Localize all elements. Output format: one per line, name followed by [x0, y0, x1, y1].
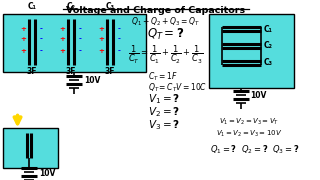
Text: 3F: 3F	[66, 67, 76, 76]
Text: +: +	[99, 48, 104, 54]
Bar	[3, 14, 146, 72]
Text: $\dfrac{1}{C_T} = \dfrac{1}{C_1} + \dfrac{1}{C_2} + \dfrac{1}{C_3}$: $\dfrac{1}{C_T} = \dfrac{1}{C_1} + \dfra…	[128, 44, 203, 66]
Text: $V_2 = \mathbf{?}$: $V_2 = \mathbf{?}$	[148, 105, 180, 119]
Text: +: +	[20, 48, 26, 54]
Text: -: -	[78, 36, 81, 42]
Text: $Q_1{=}\mathbf{?}\ \ Q_2{=}\mathbf{?}\ \ Q_3{=}\mathbf{?}$: $Q_1{=}\mathbf{?}\ \ Q_2{=}\mathbf{?}\ \…	[210, 143, 299, 156]
Text: $V_1 = V_2 = V_3 = 10V$: $V_1 = V_2 = V_3 = 10V$	[216, 128, 283, 139]
Text: 3F: 3F	[105, 67, 116, 76]
Text: +: +	[60, 48, 65, 54]
Text: -: -	[117, 36, 120, 42]
Text: 10V: 10V	[39, 168, 55, 177]
Text: 10V: 10V	[251, 91, 267, 100]
Text: C₁: C₁	[28, 2, 37, 11]
Bar	[209, 14, 294, 88]
Text: 3F: 3F	[27, 67, 37, 76]
Text: $V_1 = \mathbf{?}$: $V_1 = \mathbf{?}$	[148, 93, 180, 106]
Text: +: +	[99, 36, 104, 42]
Text: Voltage and Charge of Capacitors: Voltage and Charge of Capacitors	[67, 6, 245, 15]
Text: -: -	[39, 36, 42, 42]
Text: -: -	[39, 48, 42, 54]
Text: C₂: C₂	[263, 41, 272, 50]
Text: +: +	[20, 26, 26, 32]
Text: $V_3 = \mathbf{?}$: $V_3 = \mathbf{?}$	[148, 118, 180, 132]
Text: +: +	[99, 26, 104, 32]
Text: C₂: C₂	[67, 2, 76, 11]
Text: $V_1 = V_2 = V_3 = V_T$: $V_1 = V_2 = V_3 = V_T$	[220, 116, 280, 127]
Text: +: +	[60, 26, 65, 32]
Text: -: -	[117, 26, 120, 32]
Text: 10V: 10V	[84, 76, 100, 85]
Text: +: +	[20, 36, 26, 42]
Text: -: -	[117, 48, 120, 54]
Text: C₃: C₃	[106, 2, 115, 11]
Text: $C_T = 1F$: $C_T = 1F$	[148, 71, 178, 83]
Text: $Q_T = \mathbf{?}$: $Q_T = \mathbf{?}$	[147, 27, 184, 42]
Text: C₁: C₁	[263, 25, 272, 34]
Text: -: -	[78, 26, 81, 32]
Text: -: -	[78, 48, 81, 54]
Text: +: +	[60, 36, 65, 42]
Text: -: -	[39, 26, 42, 32]
Text: $Q_T = C_TV = 10C$: $Q_T = C_TV = 10C$	[148, 82, 207, 94]
Bar	[3, 128, 59, 168]
Text: C₃: C₃	[263, 58, 272, 67]
Text: $Q_1 + Q_2 + Q_3 = Q_T$: $Q_1 + Q_2 + Q_3 = Q_T$	[132, 15, 200, 28]
